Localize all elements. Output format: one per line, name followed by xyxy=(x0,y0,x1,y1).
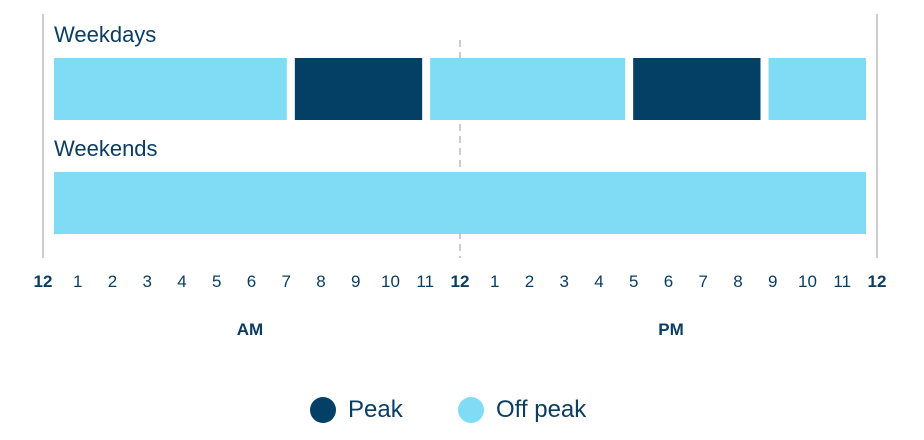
x-tick-label: 11 xyxy=(416,272,435,291)
x-tick-label: 9 xyxy=(351,272,361,291)
bar-segment-weekdays-3 xyxy=(633,58,761,120)
x-tick-label: 9 xyxy=(768,272,778,291)
x-tick-label: 2 xyxy=(524,272,535,291)
bar-segment-weekdays-4 xyxy=(768,58,866,120)
off-peak-swatch-icon xyxy=(458,397,484,423)
x-tick-label: 5 xyxy=(629,272,639,291)
x-tick-label: 10 xyxy=(381,272,400,291)
x-tick-label: 6 xyxy=(246,272,257,291)
x-tick-label: 3 xyxy=(142,272,152,291)
legend-label-off-peak: Off peak xyxy=(496,396,587,423)
x-tick-label: 7 xyxy=(698,272,708,291)
legend-item-peak: Peak xyxy=(310,394,403,426)
legend-item-off-peak: Off peak xyxy=(458,394,586,426)
x-tick-label: 1 xyxy=(73,272,83,291)
x-tick-label: 5 xyxy=(212,272,222,291)
x-tick-label: 4 xyxy=(594,272,604,291)
x-tick-label: 10 xyxy=(798,272,817,291)
bar-segment-weekends-0 xyxy=(54,172,866,234)
period-label-am: AM xyxy=(236,320,264,339)
x-tick-label: 12 xyxy=(33,272,53,291)
x-tick-label: 12 xyxy=(450,272,470,291)
legend-label-peak: Peak xyxy=(348,396,403,423)
bar-segment-weekdays-1 xyxy=(294,58,423,120)
row-label-weekends: Weekends xyxy=(54,136,158,161)
x-tick-label: 4 xyxy=(177,272,187,291)
x-tick-label: 11 xyxy=(833,272,852,291)
period-label-pm: PM xyxy=(658,320,684,339)
x-tick-label: 2 xyxy=(107,272,118,291)
x-tick-label: 12 xyxy=(867,272,887,291)
x-tick-label: 8 xyxy=(733,272,743,291)
x-tick-label: 8 xyxy=(316,272,326,291)
x-tick-label: 1 xyxy=(490,272,500,291)
peak-swatch-icon xyxy=(310,397,336,423)
x-tick-label: 6 xyxy=(663,272,674,291)
x-tick-label: 7 xyxy=(281,272,291,291)
bar-segment-weekdays-0 xyxy=(54,58,287,120)
legend: Peak Off peak xyxy=(0,394,924,426)
x-tick-label: 3 xyxy=(559,272,569,291)
bar-segment-weekdays-2 xyxy=(430,58,626,120)
row-label-weekdays: Weekdays xyxy=(54,22,157,47)
